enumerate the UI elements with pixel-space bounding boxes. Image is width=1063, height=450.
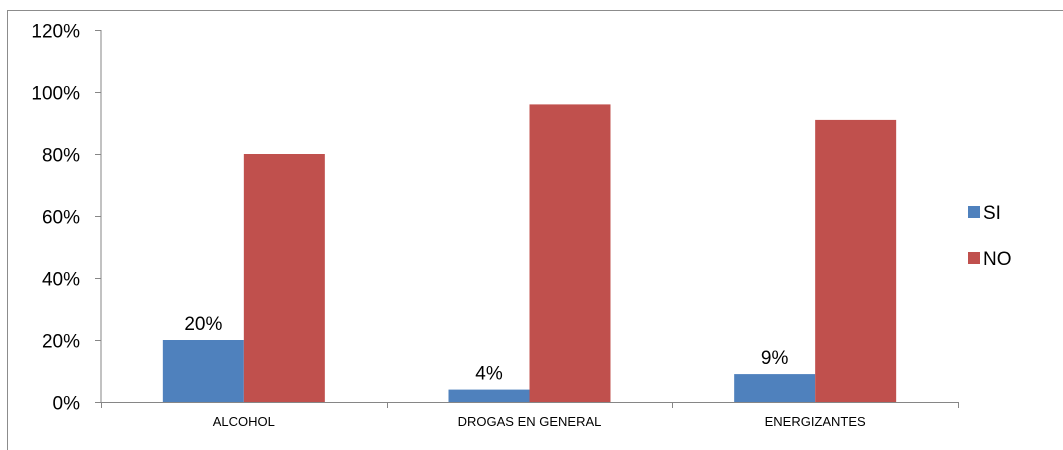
x-axis: ALCOHOL DROGAS EN GENERAL ENERGIZANTES (101, 402, 959, 429)
bar-si-3 (734, 374, 816, 402)
y-tick-label: 40% (42, 270, 80, 291)
data-labels: 20% 4% 9% (184, 314, 788, 385)
y-tick-label: 20% (42, 332, 80, 353)
legend-swatch-si (968, 206, 980, 218)
data-label: 20% (184, 314, 222, 335)
bar-no-1 (243, 154, 325, 402)
x-tick-label: ALCOHOL (213, 414, 275, 429)
chart-frame (7, 10, 1063, 450)
x-tick-label: ENERGIZANTES (765, 414, 866, 429)
bar-si-1 (162, 340, 244, 402)
bar-si-2 (448, 389, 530, 402)
data-label: 4% (475, 364, 503, 385)
y-tick-label: 80% (42, 146, 80, 167)
legend-label-no: NO (983, 249, 1012, 270)
y-tick-label: 60% (42, 208, 80, 229)
x-tick-label: DROGAS EN GENERAL (458, 414, 602, 429)
data-label: 9% (761, 348, 789, 369)
bar-no-2 (529, 104, 611, 403)
y-axis: 0% 20% 40% 60% 80% 100% 120% (31, 22, 102, 415)
y-tick-label: 100% (31, 84, 80, 105)
legend-label-si: SI (983, 203, 1001, 224)
y-tick-label: 120% (31, 22, 80, 43)
legend-swatch-no (968, 252, 980, 264)
legend: SI NO (968, 203, 1012, 270)
bars (162, 104, 897, 403)
bar-no-3 (815, 119, 897, 403)
y-tick-label: 0% (53, 394, 81, 415)
